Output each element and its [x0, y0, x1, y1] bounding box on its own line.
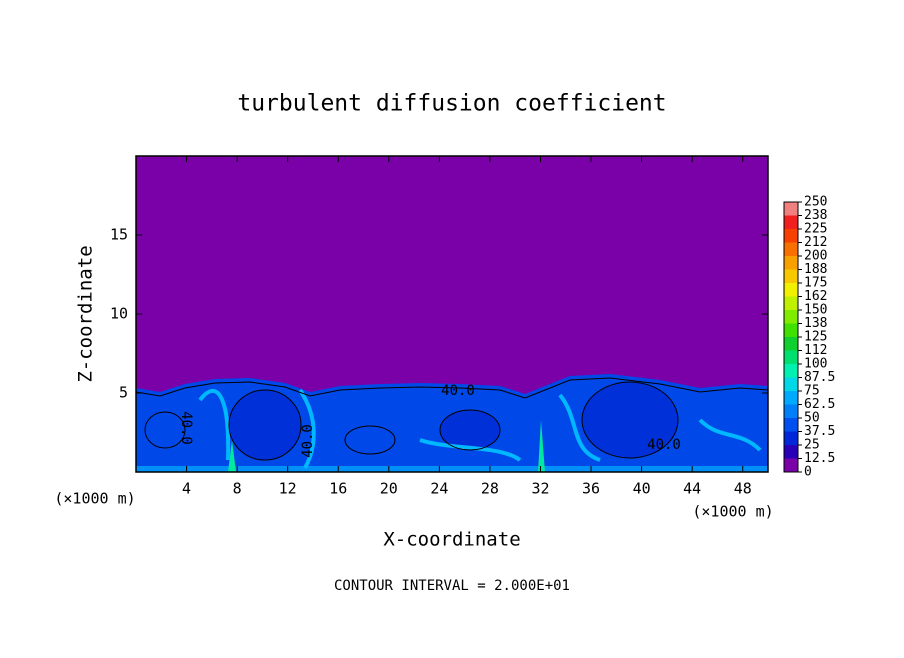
colorbar-label: 12.5: [804, 451, 835, 466]
colorbar-band: [784, 215, 798, 229]
colorbar-band: [784, 337, 798, 351]
x-tick-label: 8: [233, 480, 242, 498]
x-tick-label: 36: [582, 480, 600, 498]
colorbar-band: [784, 404, 798, 418]
contour-label: 40.0: [178, 411, 194, 445]
x-unit-label: (×1000 m): [692, 503, 773, 521]
x-tick-label: 32: [531, 480, 549, 498]
contour-label: 40.0: [647, 437, 681, 453]
colorbar-label: 138: [804, 316, 827, 331]
colorbar-label: 125: [804, 330, 827, 345]
x-axis-label: X-coordinate: [383, 529, 520, 551]
chart-title: turbulent diffusion coefficient: [237, 91, 666, 117]
colorbar-label: 175: [804, 276, 827, 291]
x-tick-label: 20: [380, 480, 398, 498]
colorbar-band: [784, 242, 798, 256]
colorbar-label: 225: [804, 222, 827, 237]
x-tick-label: 40: [633, 480, 651, 498]
colorbar-band: [784, 296, 798, 310]
surface-layer: [136, 466, 768, 472]
colorbar-label: 188: [804, 262, 827, 277]
x-tick-label: 28: [481, 480, 499, 498]
colorbar-band: [784, 256, 798, 270]
colorbar-label: 200: [804, 249, 827, 264]
streak: [198, 388, 762, 469]
x-tick-label: 48: [734, 480, 752, 498]
eddy: [582, 382, 678, 458]
colorbar-label: 112: [804, 343, 827, 358]
colorbar-band: [784, 431, 798, 445]
contours: [135, 377, 769, 461]
colorbar-band: [784, 350, 798, 364]
colorbar-band: [784, 229, 798, 243]
x-unit-label: (×1000 m): [54, 490, 135, 508]
colorbar-label: 62.5: [804, 397, 835, 412]
colorbar-label: 150: [804, 303, 827, 318]
colorbar-band: [784, 391, 798, 405]
colorbar-label: 37.5: [804, 424, 835, 439]
y-axis-label: Z-coordinate: [75, 245, 97, 382]
colorbar-band: [784, 364, 798, 378]
x-tick-label: 12: [279, 480, 297, 498]
colorbar-label: 238: [804, 208, 827, 223]
contour-label: 40.0: [441, 383, 475, 399]
colorbar-label: 212: [804, 235, 827, 250]
eddy: [229, 390, 301, 460]
colorbar-band: [784, 283, 798, 297]
colorbar-label: 50: [804, 411, 820, 426]
colorbar-band: [784, 310, 798, 324]
y-tick-label: 15: [110, 226, 128, 244]
colorbar-band: [784, 202, 798, 216]
x-tick-label: 16: [329, 480, 347, 498]
contour-label: 40.0: [300, 424, 316, 458]
colorbar-label: 87.5: [804, 370, 835, 385]
x-tick-label: 44: [683, 480, 701, 498]
colorbar-label: 162: [804, 289, 827, 304]
colorbar-band: [784, 445, 798, 459]
colorbar-band: [784, 323, 798, 337]
field: 40.0 40.0 40.0 40.0: [135, 156, 769, 472]
colorbar-band: [784, 418, 798, 432]
x-tick-label: 4: [182, 480, 191, 498]
colorbar-band: [784, 377, 798, 391]
colorbar-label: 25: [804, 438, 820, 453]
eddy: [440, 410, 500, 450]
y-tick-label: 5: [119, 384, 128, 402]
x-tick-label: 24: [430, 480, 448, 498]
colorbar-label: 0: [804, 465, 812, 480]
y-tick-label: 10: [110, 305, 128, 323]
footer: CONTOUR INTERVAL = 2.000E+01: [334, 578, 570, 594]
colorbar-band: [784, 269, 798, 283]
colorbar-label: 100: [804, 357, 827, 372]
colorbar-band: [784, 458, 798, 472]
colorbar-label: 75: [804, 384, 820, 399]
colorbar-label: 250: [804, 195, 827, 210]
